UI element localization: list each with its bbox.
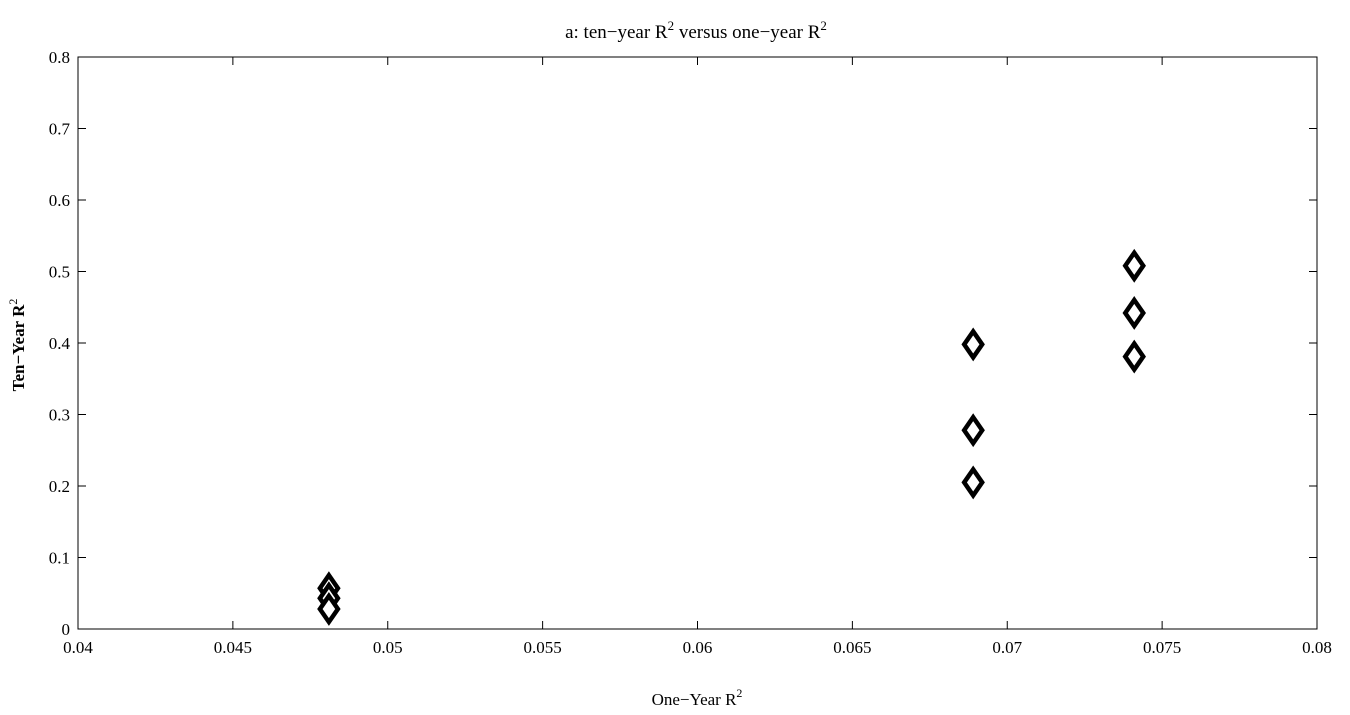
data-point <box>1122 296 1146 330</box>
x-tick-label: 0.055 <box>524 638 562 657</box>
x-tick-label: 0.05 <box>373 638 403 657</box>
chart-title: a: ten−year R2 versus one−year R2 <box>565 18 827 43</box>
y-tick-label: 0.8 <box>49 48 70 67</box>
x-tick-label: 0.06 <box>683 638 713 657</box>
plot-area <box>77 56 1318 630</box>
x-axis-label-sup: 2 <box>736 686 742 700</box>
x-tick-label: 0.045 <box>214 638 252 657</box>
y-axis-label-main: Ten−Year R <box>9 304 28 391</box>
x-axis-label: One−Year R2 <box>652 686 743 709</box>
y-axis-label: Ten−Year R2 <box>6 299 28 392</box>
data-point <box>961 465 985 500</box>
data-points <box>317 248 1146 626</box>
y-axis-label-sup: 2 <box>6 299 20 305</box>
y-tick-label: 0.6 <box>49 191 70 210</box>
y-tick-label: 0 <box>62 620 71 639</box>
chart-title-sup1: 2 <box>668 18 675 33</box>
data-point <box>1122 248 1146 283</box>
y-tick-label: 0.1 <box>49 549 70 568</box>
x-tick-label: 0.07 <box>992 638 1022 657</box>
y-tick-label: 0.7 <box>49 120 71 139</box>
x-axis-label-main: One−Year R <box>652 690 737 709</box>
chart-title-main: a: ten−year R <box>565 22 668 43</box>
data-point <box>961 413 985 448</box>
axis-ticks <box>77 56 1318 630</box>
data-point <box>1122 339 1146 374</box>
x-tick-labels: 0.04 0.045 0.05 0.055 0.06 0.065 0.07 0.075 0.08 <box>63 638 1332 657</box>
x-tick-label: 0.08 <box>1302 638 1332 657</box>
chart-title-mid: versus one−year R <box>674 22 821 43</box>
x-tick-label: 0.075 <box>1143 638 1181 657</box>
data-point <box>317 592 341 626</box>
data-point <box>961 327 985 362</box>
y-tick-labels: 0 0.1 0.2 0.3 0.4 0.5 0.6 0.7 0.8 <box>49 48 71 639</box>
y-tick-label: 0.2 <box>49 477 70 496</box>
y-tick-label: 0.4 <box>49 334 71 353</box>
x-tick-label: 0.04 <box>63 638 93 657</box>
x-tick-label: 0.065 <box>833 638 871 657</box>
chart-title-sup2: 2 <box>820 18 827 33</box>
y-tick-label: 0.3 <box>49 406 70 425</box>
y-tick-label: 0.5 <box>49 263 70 282</box>
